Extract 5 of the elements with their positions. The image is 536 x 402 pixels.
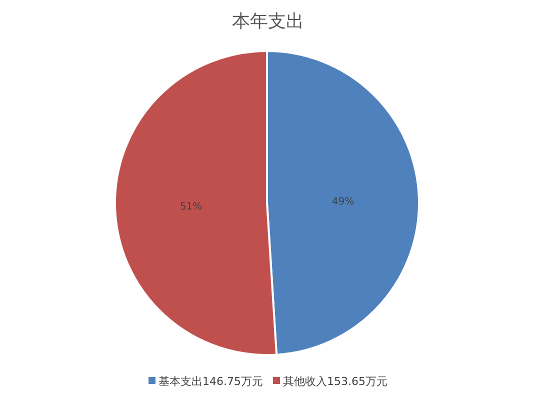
chart-title: 本年支出 [232,11,304,32]
data-label: 49% [332,196,354,208]
legend-label: 其他收入153.65万元 [283,375,388,388]
data-label: 51% [180,201,202,212]
legend-label: 基本支出146.75万元 [158,375,263,388]
